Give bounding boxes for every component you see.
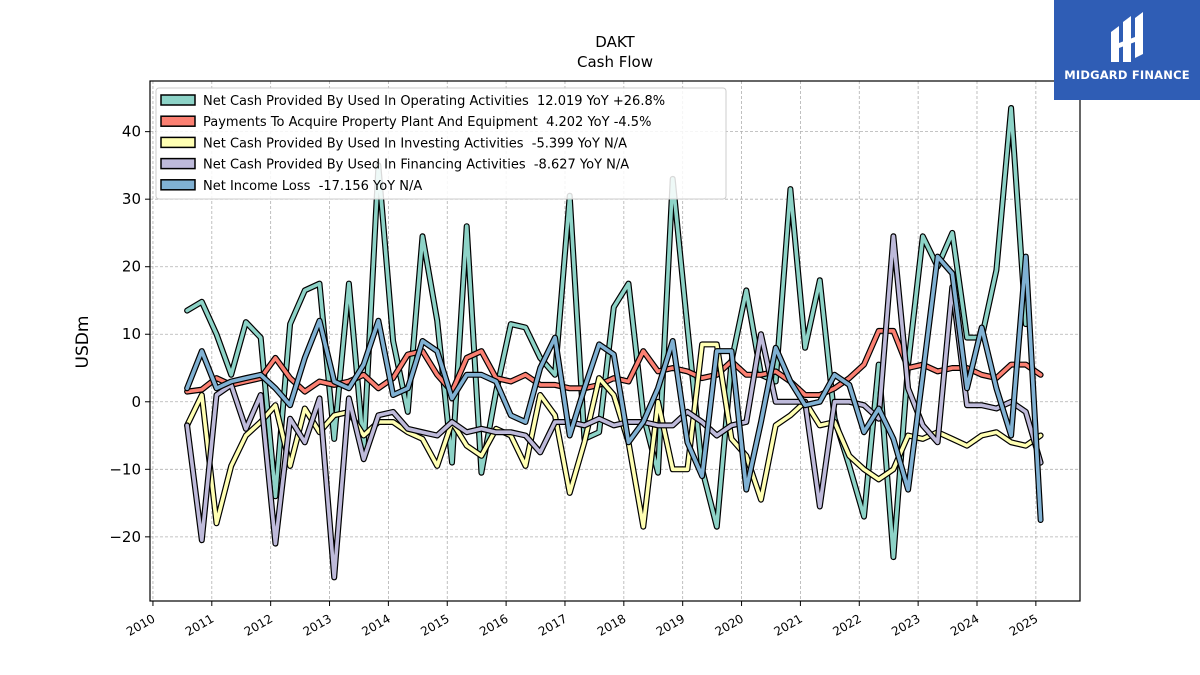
x-tick-label: 2013 (301, 611, 334, 638)
x-tick-label: 2021 (771, 611, 804, 638)
series-line-2 (185, 329, 1043, 397)
legend-entry: Payments To Acquire Property Plant And E… (203, 115, 651, 130)
x-axis: 2010 2011 2012 2013 2014 2015 2016 2017 2018 2019… (124, 601, 1040, 639)
logo-text: MIDGARD FINANCE (1064, 68, 1190, 82)
x-tick-label: 2025 (1007, 611, 1040, 638)
y-axis: −20 −10 0 10 20 30 40 (109, 123, 150, 546)
legend-swatch (160, 179, 196, 191)
x-tick-label: 2011 (183, 611, 216, 638)
legend: Net Cash Provided By Used In Operating A… (155, 87, 727, 200)
y-tick-label: −20 (109, 528, 141, 546)
legend-entry: Net Income Loss -17.156 YoY N/A (203, 179, 422, 194)
x-tick-label: 2010 (124, 611, 157, 638)
x-tick-label: 2018 (595, 611, 628, 638)
x-tick-label: 2023 (889, 611, 922, 638)
y-tick-label: 40 (122, 123, 141, 141)
x-tick-label: 2015 (418, 611, 451, 638)
series-line-4 (185, 234, 1043, 580)
y-tick-label: −10 (109, 460, 141, 478)
legend-swatch (160, 157, 196, 170)
chart-title: DAKT (595, 33, 635, 51)
legend-swatch (160, 94, 196, 106)
plot-frame (149, 80, 1081, 602)
legend-entry: Net Cash Provided By Used In Operating A… (203, 94, 665, 109)
chart-subtitle: Cash Flow (577, 53, 653, 71)
series-line-5 (185, 254, 1043, 522)
midgard-finance-logo: MIDGARD FINANCE (1054, 0, 1200, 100)
y-tick-label: 20 (122, 258, 141, 276)
legend-swatch (160, 136, 196, 149)
x-tick-label: 2014 (359, 611, 392, 638)
x-tick-label: 2019 (654, 611, 687, 638)
x-tick-label: 2017 (536, 611, 569, 638)
x-tick-label: 2022 (830, 611, 863, 638)
legend-box (155, 87, 727, 200)
legend-entry: Net Cash Provided By Used In Financing A… (203, 158, 629, 173)
y-axis-label: USDm (73, 316, 93, 369)
y-tick-label: 10 (122, 325, 141, 343)
x-tick-label: 2024 (948, 611, 981, 638)
legend-swatch (160, 115, 196, 127)
series-lines (184, 105, 1044, 581)
series-outline-5 (184, 253, 1044, 523)
x-tick-label: 2020 (713, 611, 746, 638)
y-tick-label: 0 (131, 393, 141, 411)
logo-mark-icon (1111, 12, 1143, 62)
x-tick-label: 2016 (477, 611, 510, 638)
y-tick-label: 30 (122, 190, 141, 208)
legend-entry: Net Cash Provided By Used In Investing A… (203, 136, 627, 151)
x-tick-label: 2012 (242, 611, 275, 638)
